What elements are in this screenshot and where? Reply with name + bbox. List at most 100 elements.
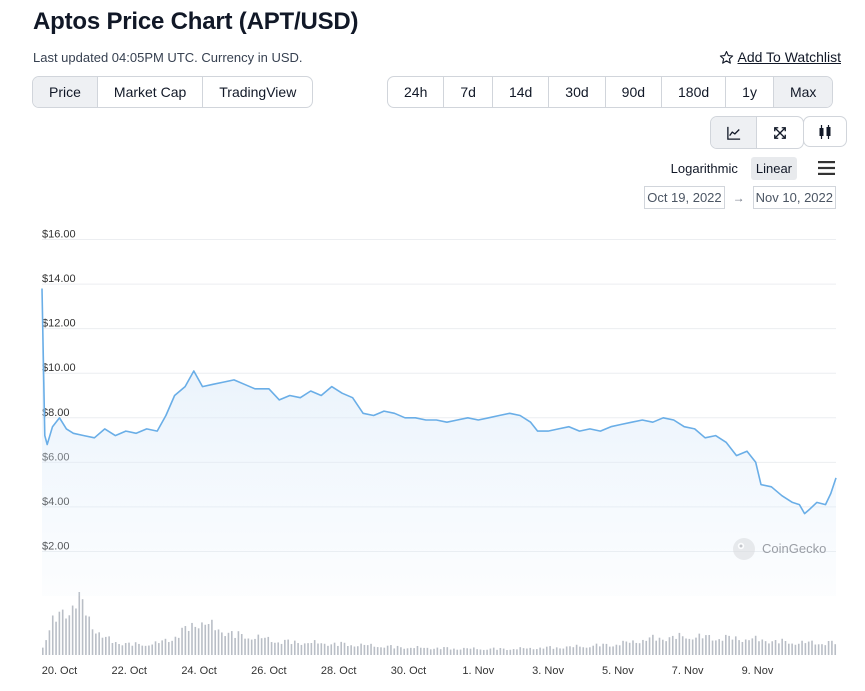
volume-bar [446,647,449,655]
volume-bar [330,644,333,655]
price-chart[interactable]: $2.00$4.00$6.00$8.00$10.00$12.00$14.00$1… [0,220,865,691]
volume-bar [486,649,488,655]
volume-bar [728,635,730,655]
range-30d[interactable]: 30d [549,77,606,107]
volume-bar [227,632,230,655]
x-axis-tick-label: 1. Nov [462,665,494,677]
volume-bar [230,631,233,655]
volume-bar [98,632,100,655]
volume-bar [764,641,767,655]
volume-bar [333,642,336,655]
range-90d[interactable]: 90d [606,77,663,107]
volume-bar [721,640,724,655]
candlestick-button[interactable] [803,116,847,147]
volume-bar [174,636,177,655]
x-axis-tick-label: 30. Oct [391,665,426,677]
volume-bar [257,634,260,655]
volume-bar [459,649,462,655]
volume-bar [725,634,727,655]
volume-bar [652,634,654,655]
volume-bar [307,643,309,655]
volume-bar [665,641,667,655]
volume-bar [347,646,349,655]
volume-bar [734,636,737,655]
volume-bar [327,645,329,655]
metric-tabs: Price Market Cap TradingView [32,76,314,108]
volume-bar [217,629,220,655]
volume-bar [370,643,372,655]
line-chart-button[interactable] [711,117,757,148]
volume-bar [184,626,187,655]
volume-bar [711,640,714,655]
volume-bar [449,649,452,655]
volume-bar [688,638,691,655]
range-1y[interactable]: 1y [726,77,774,107]
volume-bar [237,631,240,655]
volume-bar [214,630,217,655]
range-14d[interactable]: 14d [493,77,550,107]
volume-bar [698,633,701,655]
volume-bar [502,648,505,655]
y-axis-tick-label: $10.00 [42,362,76,374]
range-7d[interactable]: 7d [444,77,493,107]
volume-bar [134,642,137,655]
linear-option[interactable]: Linear [750,157,797,180]
expand-button[interactable] [757,117,803,148]
range-180d[interactable]: 180d [662,77,727,107]
chart-view-tabs [710,116,804,149]
range-24h[interactable]: 24h [388,77,445,107]
volume-bar [572,647,575,655]
volume-bar [413,648,415,655]
volume-bar [58,611,61,655]
volume-bar [479,649,482,655]
add-to-watchlist-link[interactable]: Add To Watchlist [719,49,841,65]
volume-bar [111,643,114,655]
volume-bar [45,640,47,655]
volume-bar [536,649,538,655]
volume-bar [801,640,803,655]
volume-bar [695,637,697,655]
volume-bar [240,634,243,655]
volume-bar [410,647,412,655]
volume-bar [612,646,614,655]
volume-bar [303,643,306,655]
volume-bar [731,639,734,655]
volume-bar [662,639,664,655]
volume-bar [234,637,236,655]
volume-bar [403,648,406,655]
volume-bar [433,648,435,655]
x-axis-tick-label: 20. Oct [42,665,77,677]
range-max[interactable]: Max [773,77,833,107]
date-to-input[interactable]: Nov 10, 2022 [752,186,836,209]
volume-bar [738,640,740,655]
volume-bar [708,634,711,655]
volume-bar [678,632,681,655]
tab-tradingview[interactable]: TradingView [219,84,297,100]
volume-bar [807,641,810,655]
volume-bar [337,645,339,655]
volume-bar [834,644,837,655]
volume-bar [247,638,250,655]
volume-bar [632,640,634,655]
tab-market-cap[interactable]: Market Cap [98,77,204,107]
volume-bar [681,636,684,655]
volume-bar [761,639,764,655]
volume-bar [211,619,213,655]
hamburger-menu-icon[interactable] [818,161,835,175]
volume-bar [585,647,588,655]
volume-bar [284,639,286,655]
date-from-input[interactable]: Oct 19, 2022 [644,186,725,209]
y-axis-tick-label: $14.00 [42,273,76,285]
x-axis-tick-label: 22. Oct [112,665,147,677]
volume-bar [618,645,621,655]
volume-bar [476,649,478,655]
volume-bar [555,647,558,655]
tab-price[interactable]: Price [33,77,98,107]
logarithmic-option[interactable]: Logarithmic [670,161,738,176]
volume-bar [781,638,783,655]
volume-bar [250,639,253,655]
volume-bar [416,645,419,655]
volume-bar [48,630,51,655]
volume-bar [423,647,425,655]
volume-bar [532,649,535,655]
